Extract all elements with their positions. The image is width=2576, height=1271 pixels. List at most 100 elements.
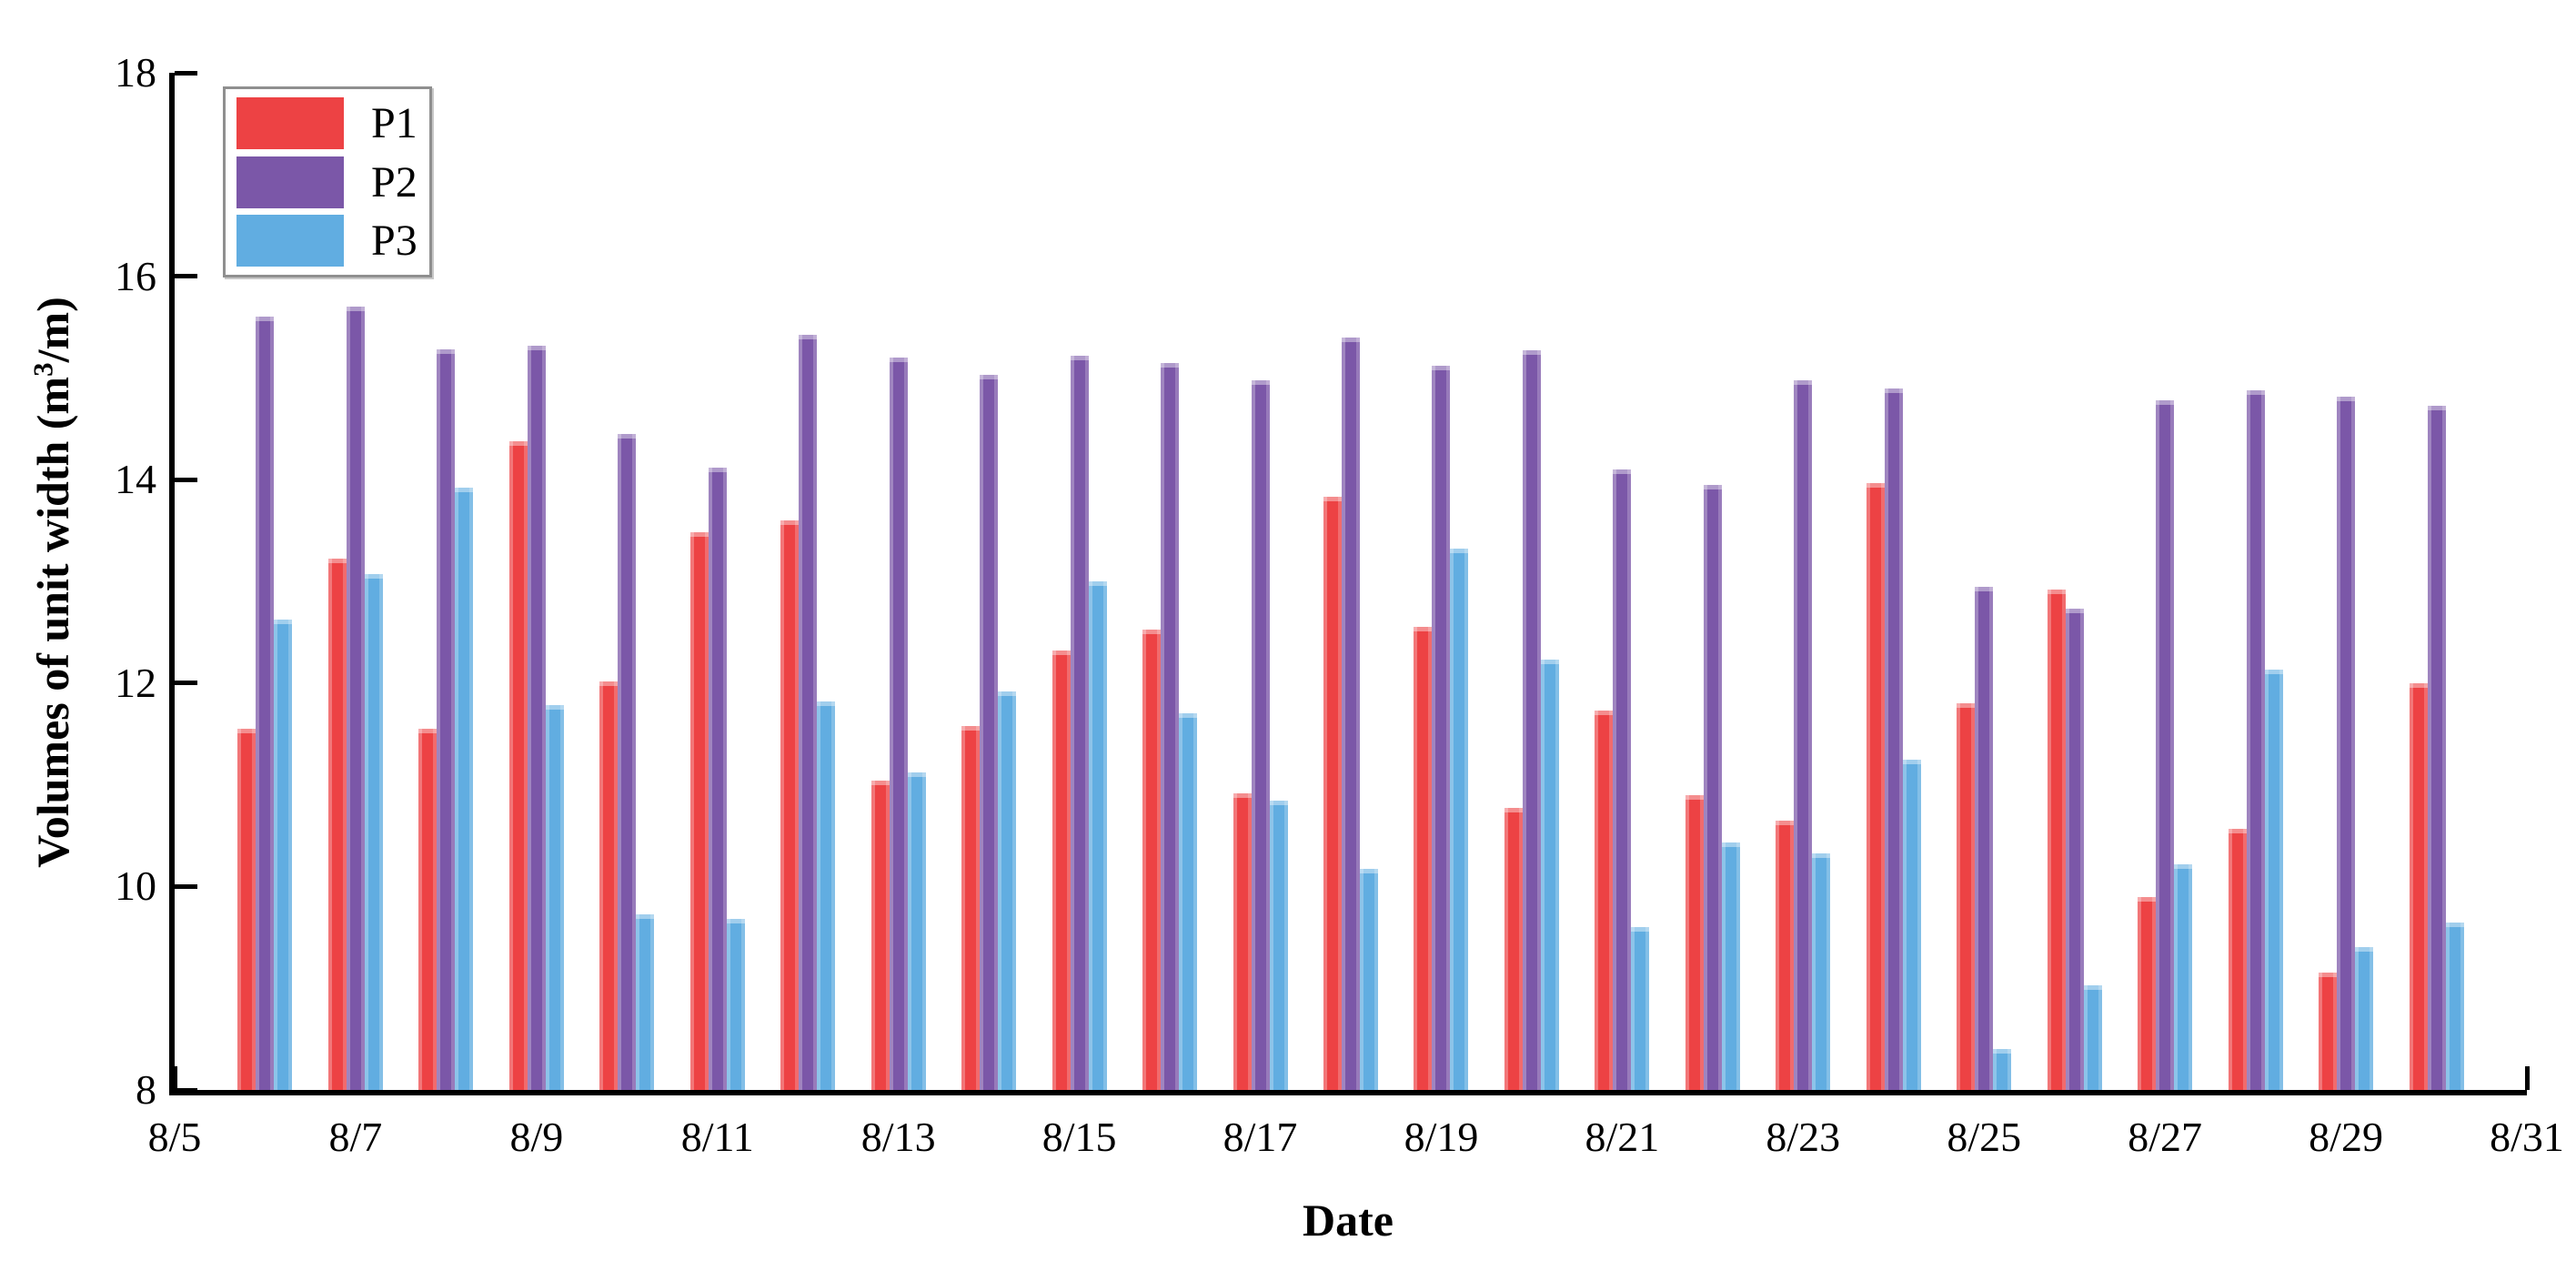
bar-p3-8-22	[1721, 842, 1740, 1090]
bar-p3-8-26	[2083, 984, 2102, 1090]
x-tick-label-8/23: 8/23	[1766, 1114, 1841, 1160]
bar-p1-8-14	[961, 725, 981, 1090]
bar-p3-8-19	[1450, 549, 1469, 1090]
bar-p2-8-7	[346, 307, 365, 1090]
bar-p2-8-24	[1884, 388, 1903, 1090]
x-tick-label-8/15: 8/15	[1041, 1114, 1117, 1160]
bar-p2-8-13	[889, 358, 908, 1090]
bar-p3-8-7	[364, 574, 383, 1090]
bar-p2-8-26	[2065, 609, 2084, 1090]
x-tick-label-8/13: 8/13	[860, 1114, 936, 1160]
bar-p3-8-15	[1088, 581, 1107, 1090]
y-tick-label-18: 18	[115, 49, 156, 96]
y-tick-label-10: 10	[115, 862, 156, 910]
bar-p2-8-17	[1251, 379, 1270, 1090]
x-major-tick-26	[2524, 1066, 2530, 1090]
legend-item-p1: P1	[236, 97, 420, 149]
x-axis-title: Date	[1303, 1195, 1394, 1246]
bar-p2-8-29	[2337, 396, 2356, 1090]
y-axis-title-superscript: 3	[26, 362, 59, 377]
bar-p2-8-10	[618, 433, 637, 1090]
legend-item-p3: P3	[236, 215, 420, 267]
bar-p1-8-12	[780, 519, 800, 1090]
bar-p3-8-13	[907, 772, 926, 1090]
bar-p3-8-24	[1902, 759, 1921, 1090]
bar-p3-8-9	[545, 705, 564, 1090]
bar-p2-8-30	[2427, 405, 2446, 1090]
bar-p1-8-29	[2319, 973, 2338, 1090]
bar-p1-8-26	[2047, 589, 2066, 1090]
legend-label-p2: P2	[371, 157, 418, 207]
bar-p1-8-23	[1776, 820, 1795, 1090]
bar-p2-8-16	[1161, 362, 1180, 1090]
bar-p3-8-10	[636, 913, 655, 1090]
y-axis-title-suffix: /m)	[27, 297, 78, 363]
bar-p2-8-19	[1432, 365, 1451, 1090]
bar-p2-8-22	[1703, 484, 1722, 1090]
x-tick-label-8/21: 8/21	[1585, 1114, 1660, 1160]
bar-p1-8-16	[1142, 629, 1162, 1090]
bar-p2-8-15	[1070, 355, 1089, 1090]
bar-p1-8-22	[1685, 794, 1704, 1090]
bar-p1-8-13	[870, 781, 890, 1090]
legend-swatch-p2	[236, 156, 344, 208]
bar-p1-8-18	[1323, 497, 1342, 1090]
bar-p1-8-30	[2409, 682, 2428, 1090]
bar-p1-8-10	[599, 681, 619, 1090]
bar-p1-8-8	[418, 729, 438, 1090]
y-tick-12	[175, 681, 197, 686]
x-tick-label-8/27: 8/27	[2128, 1114, 2203, 1160]
bar-p1-8-7	[327, 559, 347, 1090]
bar-p3-8-20	[1540, 660, 1559, 1090]
bar-p2-8-9	[527, 345, 546, 1090]
bar-p2-8-21	[1613, 469, 1632, 1090]
bar-p2-8-14	[980, 375, 999, 1090]
bar-p1-8-24	[1866, 482, 1885, 1090]
x-tick-label-8/31: 8/31	[2490, 1114, 2564, 1160]
bar-p3-8-11	[726, 919, 745, 1090]
bar-p3-8-30	[2445, 922, 2464, 1090]
legend-label-p3: P3	[371, 217, 418, 265]
bar-p2-8-23	[1794, 379, 1813, 1090]
bar-p2-8-6	[256, 317, 275, 1090]
bar-p3-8-18	[1360, 869, 1378, 1090]
bar-p2-8-12	[799, 335, 818, 1090]
bar-p1-8-11	[689, 532, 709, 1090]
plot-inner	[172, 70, 2530, 1093]
x-tick-label-8/17: 8/17	[1223, 1114, 1298, 1160]
bar-p3-8-8	[455, 488, 474, 1090]
bar-p2-8-27	[2156, 399, 2175, 1090]
x-tick-label-8/9: 8/9	[509, 1114, 564, 1160]
bar-p3-8-14	[998, 691, 1017, 1090]
bar-p3-8-17	[1269, 801, 1288, 1090]
bar-p3-8-23	[1812, 852, 1831, 1090]
bar-p3-8-21	[1631, 927, 1650, 1090]
y-tick-8	[175, 1087, 197, 1093]
y-tick-14	[175, 477, 197, 482]
plot-area	[169, 70, 2530, 1095]
bar-p1-8-6	[237, 729, 257, 1090]
x-tick-label-8/25: 8/25	[1947, 1114, 2022, 1160]
bar-p3-8-16	[1179, 713, 1198, 1090]
x-major-tick-0	[172, 1066, 177, 1090]
y-tick-16	[175, 274, 197, 279]
bar-p1-8-19	[1414, 627, 1433, 1090]
bar-p1-8-28	[2228, 828, 2247, 1090]
bar-p3-8-29	[2355, 947, 2374, 1090]
bar-p1-8-21	[1595, 710, 1614, 1090]
bar-p2-8-8	[437, 349, 456, 1090]
bar-p1-8-15	[1052, 651, 1071, 1090]
bar-p1-8-17	[1233, 792, 1252, 1090]
bar-p3-8-6	[274, 620, 293, 1090]
y-axis-title-text: Volumes of unit width (m	[27, 376, 78, 868]
y-tick-10	[175, 883, 197, 889]
bar-p2-8-25	[1975, 586, 1994, 1090]
legend: P1 P2 P3	[223, 86, 432, 277]
x-tick-label-8/7: 8/7	[328, 1114, 383, 1160]
bar-p1-8-9	[508, 440, 528, 1090]
legend-label-p1: P1	[371, 99, 418, 147]
bar-p3-8-12	[817, 701, 836, 1090]
bar-p2-8-20	[1522, 350, 1541, 1090]
x-tick-label-8/5: 8/5	[147, 1114, 202, 1160]
